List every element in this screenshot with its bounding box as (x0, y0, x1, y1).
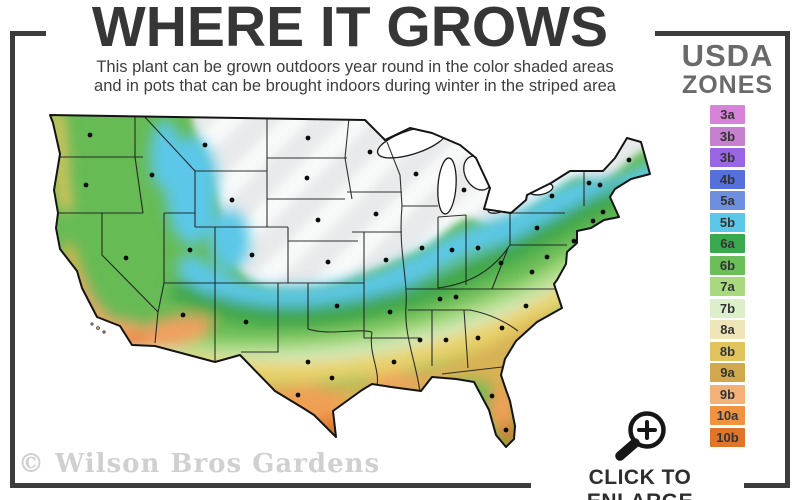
legend-zone-swatch: 3a (710, 105, 745, 124)
legend-zone-swatch: 6a (710, 234, 745, 253)
watermark: © Wilson Bros Gardens (18, 449, 381, 479)
frame-left-border (10, 31, 15, 488)
legend-title-zones: ZONES (681, 71, 774, 99)
click-to-enlarge-button[interactable]: CLICK TO ENLARGE (540, 406, 740, 500)
legend-zone-swatch: 9b (710, 384, 745, 404)
page-title: WHERE IT GROWS (91, 0, 609, 59)
legend-zone-swatch: 7a (710, 277, 745, 296)
state-borders (50, 115, 585, 393)
subtitle: This plant can be grown outdoors year ro… (30, 58, 680, 96)
channel-islands (90, 322, 106, 334)
legend-zone-swatch: 6b (710, 255, 745, 275)
subtitle-line-1: This plant can be grown outdoors year ro… (96, 58, 614, 76)
legend-title-usda: USDA (681, 38, 774, 73)
legend-zone-swatch: 10b (710, 427, 745, 447)
frame-top-right-segment (655, 31, 790, 36)
legend-zone-list: 3a 3b 3b 4b 5a 5b 6a 6b 7a 7b 8a 8b 9a 9… (665, 105, 790, 447)
legend-zone-swatch: 8a (710, 320, 745, 339)
subtitle-line-2: and in pots that can be brought indoors … (94, 77, 616, 95)
frame-bottom-right-segment (744, 483, 790, 488)
legend-zone-swatch: 5a (710, 191, 745, 210)
usda-zone-map (40, 100, 665, 465)
legend-zone-swatch: 8b (710, 341, 745, 361)
usda-zones-legend: USDA ZONES 3a 3b 3b 4b 5a 5b 6a 6b 7a 7b… (665, 40, 790, 449)
frame-bottom-left-segment (10, 483, 531, 488)
city-dots (83, 132, 632, 433)
legend-zone-swatch: 3b (710, 126, 745, 146)
legend-zone-swatch: 3b (710, 148, 745, 167)
us-map-graphic (49, 114, 651, 448)
legend-zone-swatch: 4b (710, 169, 745, 189)
frame-top-left-segment (10, 31, 46, 36)
magnifier-plus-icon[interactable] (610, 406, 670, 464)
us-outline (49, 114, 651, 448)
legend-zone-swatch: 9a (710, 363, 745, 382)
legend-zone-swatch: 7b (710, 298, 745, 318)
click-to-enlarge-label[interactable]: CLICK TO ENLARGE (587, 466, 693, 500)
legend-zone-swatch: 5b (710, 212, 745, 232)
legend-zone-swatch: 10a (710, 406, 745, 425)
frame-right-border (785, 31, 790, 488)
